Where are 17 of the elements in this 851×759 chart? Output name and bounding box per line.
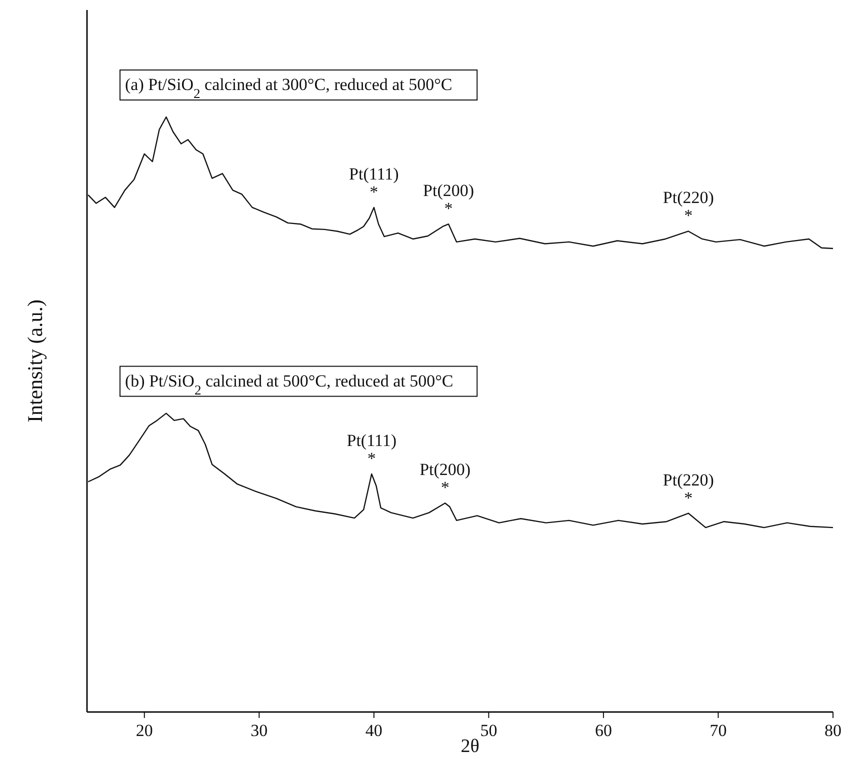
x-axis-title: 2θ xyxy=(460,736,480,757)
x-tick-label: 30 xyxy=(250,721,268,740)
x-tick-label: 50 xyxy=(480,721,498,740)
annotation: Pt(111) * xyxy=(346,431,397,468)
annotation: Pt(200) * xyxy=(423,181,474,218)
x-tick-label: 80 xyxy=(824,721,842,740)
text: (b) Pt/SiO$_{2}$ calcined at 500°C, reduced at 500°C xyxy=(125,371,454,397)
x-tick-label: 60 xyxy=(594,721,612,740)
x-tick-label: 70 xyxy=(710,721,727,740)
text: (a) Pt/SiO$_{2}$ calcined at 300°C, reduced at 500°C xyxy=(125,75,452,100)
x-tick-label: 40 xyxy=(365,721,382,740)
annotation: Pt(200) * xyxy=(420,460,471,498)
annotation: Pt(220) * xyxy=(662,470,714,508)
annotation: Pt(111) * xyxy=(349,164,399,202)
x-tick-label: 20 xyxy=(136,721,153,740)
annotation: Pt(220) * xyxy=(662,188,714,226)
y-axis-title: Intensity (a.u.) xyxy=(23,299,47,423)
